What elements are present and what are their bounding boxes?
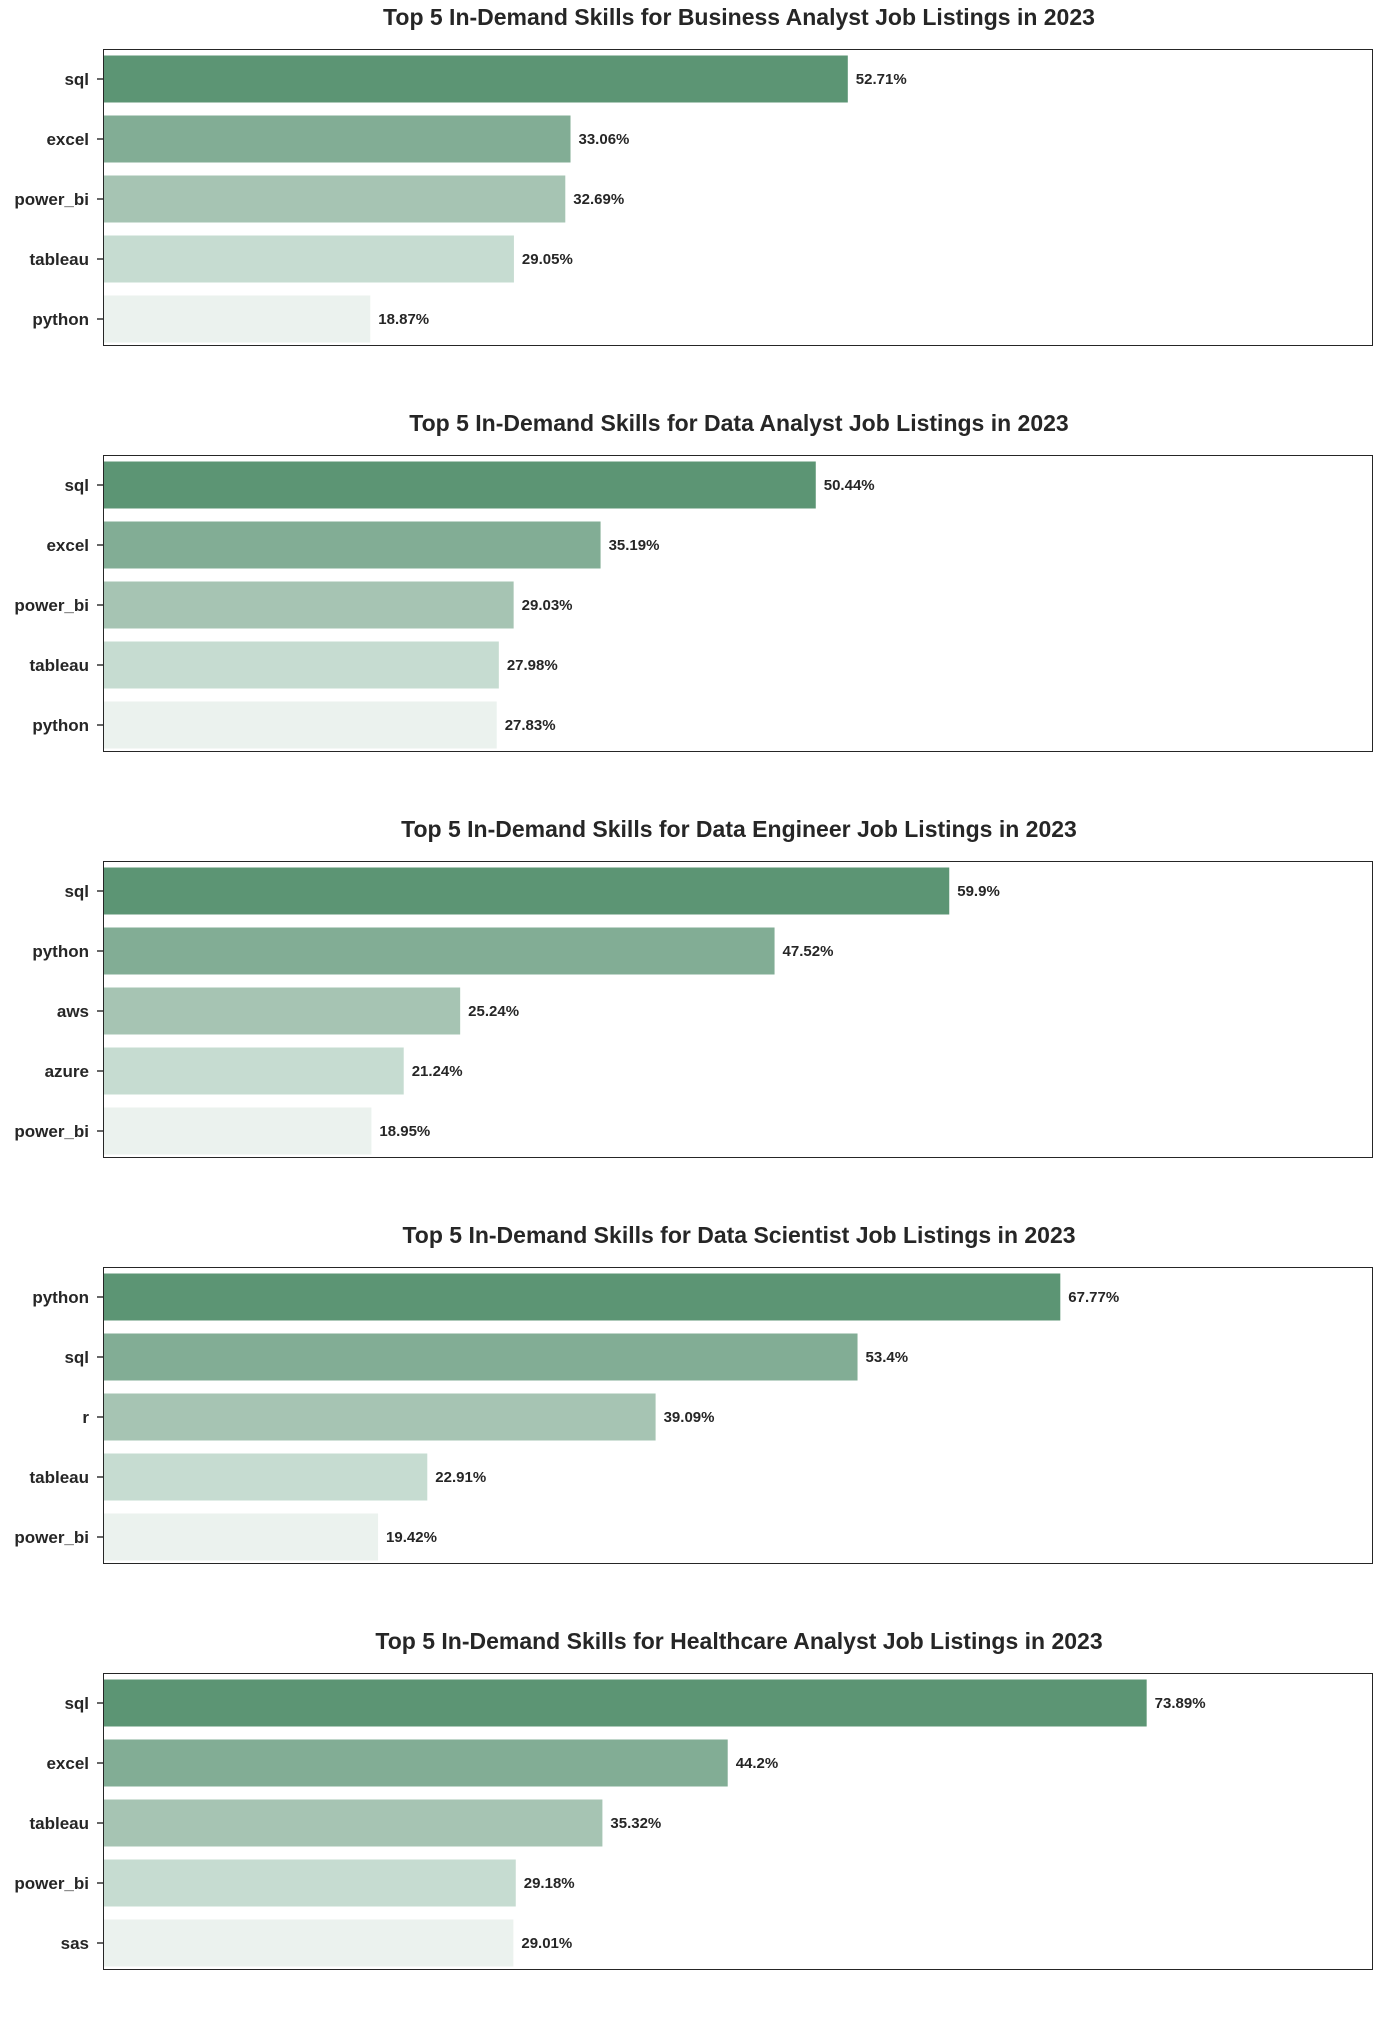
value-label-aws: 25.24%: [468, 1003, 519, 1020]
value-label-python: 18.87%: [378, 311, 429, 328]
category-label-excel: excel: [46, 1754, 89, 1773]
bar-chart-svg: sql 73.89% excel 44.2% tableau 35.32% power_bi…: [14, 1679, 1206, 1967]
bar-sql: [104, 461, 816, 509]
value-label-azure: 21.24%: [412, 1063, 463, 1080]
value-label-excel: 44.2%: [736, 1755, 779, 1772]
value-label-python: 67.77%: [1068, 1289, 1119, 1306]
value-label-sql: 52.71%: [856, 71, 907, 88]
category-label-tableau: tableau: [29, 656, 89, 675]
category-label-r: r: [82, 1408, 89, 1427]
bar-excel: [104, 115, 571, 163]
bar-excel: [104, 1739, 728, 1787]
bar-python: [104, 295, 371, 343]
plot-area-frame: [103, 49, 1373, 346]
category-label-python: python: [32, 310, 89, 329]
bar-chart-svg: sql 50.44% excel 35.19% power_bi 29.03% tablea…: [14, 461, 875, 749]
chart-title: Top 5 In-Demand Skills for Data Analyst …: [409, 410, 1069, 436]
bar-tableau: [104, 1453, 428, 1501]
category-label-python: python: [32, 942, 89, 961]
chart-panel-4: Top 5 In-Demand Skills for Healthcare An…: [0, 1624, 1384, 2024]
bar-chart-svg: sql 59.9% python 47.52% aws 25.24% azure 21.24%…: [14, 867, 1000, 1155]
category-label-power_bi: power_bi: [14, 1122, 89, 1141]
bar-power_bi: [104, 1513, 379, 1561]
plot-area-frame: [103, 455, 1373, 752]
bar-sas: [104, 1919, 514, 1967]
value-label-power_bi: 32.69%: [573, 191, 624, 208]
bar-python: [104, 927, 775, 975]
chart-title: Top 5 In-Demand Skills for Data Scientis…: [402, 1222, 1076, 1248]
value-label-excel: 33.06%: [579, 131, 630, 148]
bar-r: [104, 1393, 656, 1441]
category-label-power_bi: power_bi: [14, 1528, 89, 1547]
plot-area-frame: [103, 861, 1373, 1158]
value-label-python: 47.52%: [783, 943, 834, 960]
plot-area-frame: [103, 1267, 1373, 1564]
bar-chart-svg: sql 52.71% excel 33.06% power_bi 32.69% tablea…: [14, 55, 907, 343]
category-label-tableau: tableau: [29, 1814, 89, 1833]
category-label-power_bi: power_bi: [14, 190, 89, 209]
value-label-power_bi: 29.18%: [524, 1875, 575, 1892]
bar-azure: [104, 1047, 404, 1095]
value-label-sql: 53.4%: [866, 1349, 909, 1366]
value-label-power_bi: 18.95%: [379, 1123, 430, 1140]
category-label-excel: excel: [46, 130, 89, 149]
value-label-tableau: 35.32%: [610, 1815, 661, 1832]
category-label-sql: sql: [64, 1694, 89, 1713]
value-label-tableau: 27.98%: [507, 657, 558, 674]
plot-area-frame: [103, 1673, 1373, 1970]
value-label-r: 39.09%: [664, 1409, 715, 1426]
value-label-python: 27.83%: [505, 717, 556, 734]
bar-sql: [104, 1333, 858, 1381]
bar-sql: [104, 1679, 1147, 1727]
category-label-sql: sql: [64, 882, 89, 901]
bar-sql: [104, 55, 848, 103]
category-label-power_bi: power_bi: [14, 1874, 89, 1893]
value-label-power_bi: 29.03%: [522, 597, 573, 614]
bar-excel: [104, 521, 601, 569]
bar-power_bi: [104, 1859, 516, 1907]
bar-python: [104, 1273, 1061, 1321]
chart-panel-2: Top 5 In-Demand Skills for Data Engineer…: [0, 812, 1384, 1212]
value-label-tableau: 29.05%: [522, 251, 573, 268]
bar-power_bi: [104, 1107, 372, 1155]
bar-chart-svg: python 67.77% sql 53.4% r 39.09% tableau 22.91%…: [14, 1273, 1119, 1561]
value-label-sql: 50.44%: [824, 477, 875, 494]
value-label-sql: 59.9%: [957, 883, 1000, 900]
category-label-azure: azure: [45, 1062, 89, 1081]
bar-aws: [104, 987, 461, 1035]
chart-panel-0: Top 5 In-Demand Skills for Business Anal…: [0, 0, 1384, 400]
category-label-sql: sql: [64, 70, 89, 89]
category-label-power_bi: power_bi: [14, 596, 89, 615]
value-label-power_bi: 19.42%: [386, 1529, 437, 1546]
category-label-aws: aws: [57, 1002, 89, 1021]
chart-panel-3: Top 5 In-Demand Skills for Data Scientis…: [0, 1218, 1384, 1618]
bar-tableau: [104, 1799, 603, 1847]
bar-python: [104, 701, 497, 749]
chart-panel-1: Top 5 In-Demand Skills for Data Analyst …: [0, 406, 1384, 806]
category-label-tableau: tableau: [29, 1468, 89, 1487]
chart-title: Top 5 In-Demand Skills for Data Engineer…: [401, 816, 1077, 842]
bar-power_bi: [104, 175, 566, 223]
category-label-python: python: [32, 716, 89, 735]
category-label-sql: sql: [64, 476, 89, 495]
value-label-excel: 35.19%: [609, 537, 660, 554]
value-label-sas: 29.01%: [521, 1935, 572, 1952]
chart-title: Top 5 In-Demand Skills for Business Anal…: [383, 4, 1095, 30]
bar-tableau: [104, 641, 499, 689]
category-label-sas: sas: [61, 1934, 89, 1953]
value-label-tableau: 22.91%: [435, 1469, 486, 1486]
value-label-sql: 73.89%: [1155, 1695, 1206, 1712]
category-label-python: python: [32, 1288, 89, 1307]
chart-title: Top 5 In-Demand Skills for Healthcare An…: [375, 1628, 1103, 1654]
category-label-sql: sql: [64, 1348, 89, 1367]
bar-tableau: [104, 235, 514, 283]
bar-power_bi: [104, 581, 514, 629]
bar-sql: [104, 867, 950, 915]
category-label-tableau: tableau: [29, 250, 89, 269]
category-label-excel: excel: [46, 536, 89, 555]
